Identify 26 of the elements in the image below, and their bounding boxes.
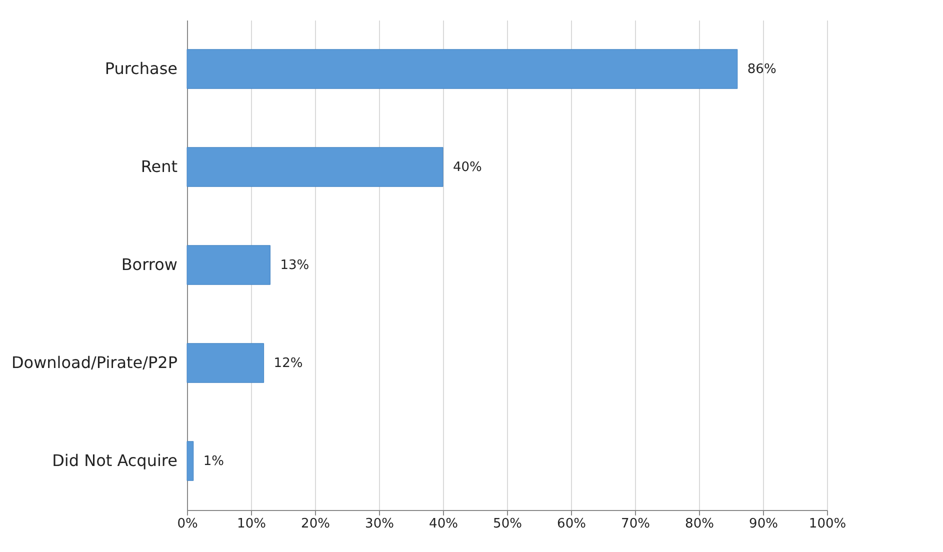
- bar: [186, 441, 194, 481]
- x-tick-label: 50%: [493, 516, 522, 532]
- y-tick-label: Download/Pirate/P2P: [11, 353, 178, 372]
- x-tick-label: 40%: [429, 516, 458, 532]
- x-tick-label: 60%: [557, 516, 586, 532]
- data-label: 12%: [274, 356, 303, 371]
- x-tick-label: 70%: [621, 516, 650, 532]
- y-tick-label: Purchase: [104, 59, 178, 78]
- data-label: 86%: [747, 62, 776, 77]
- y-tick-label: Rent: [140, 157, 178, 176]
- x-tick-label: 30%: [365, 516, 394, 532]
- bar: [186, 49, 738, 89]
- y-tick-label: Borrow: [121, 255, 178, 274]
- bar: [186, 343, 264, 383]
- x-tick-label: 0%: [177, 516, 198, 532]
- x-tick-label: 90%: [749, 516, 778, 532]
- bar: [186, 147, 444, 187]
- data-label: 40%: [453, 160, 482, 175]
- x-tick-label: 10%: [237, 516, 266, 532]
- x-tick-label: 80%: [685, 516, 714, 532]
- bar: [186, 245, 270, 285]
- x-tick-label: 20%: [301, 516, 330, 532]
- data-label: 1%: [203, 454, 224, 469]
- x-tick-label: 100%: [808, 516, 846, 532]
- data-label: 13%: [280, 258, 310, 273]
- y-tick-label: Did Not Acquire: [52, 451, 178, 470]
